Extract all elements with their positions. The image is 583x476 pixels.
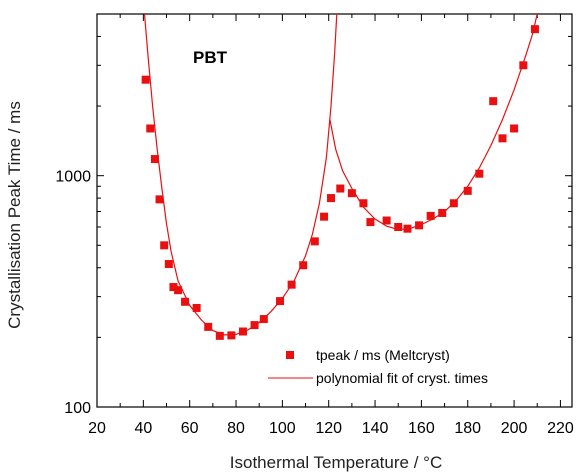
data-point	[394, 223, 403, 232]
y-tick-label: 1000	[55, 169, 91, 186]
x-tick-label: 160	[408, 420, 435, 437]
data-point	[415, 221, 424, 230]
data-point	[238, 327, 247, 336]
data-point	[366, 218, 375, 227]
x-tick-label: 80	[227, 420, 245, 437]
y-tick-label: 100	[64, 400, 91, 417]
x-tick-label: 40	[134, 420, 152, 437]
data-point	[336, 184, 345, 193]
x-tick-label: 100	[269, 420, 296, 437]
data-point	[155, 195, 164, 204]
data-point	[250, 321, 259, 330]
data-point	[359, 199, 368, 208]
data-point	[160, 241, 169, 250]
data-point	[141, 75, 150, 84]
data-point	[310, 237, 319, 246]
x-tick-label: 60	[181, 420, 199, 437]
data-point	[530, 25, 539, 34]
data-point	[169, 283, 178, 292]
data-point	[475, 169, 484, 178]
data-point	[498, 134, 507, 143]
data-point	[320, 212, 329, 221]
x-tick-label: 140	[362, 420, 389, 437]
x-tick-label: 20	[88, 420, 106, 437]
data-point	[347, 189, 356, 198]
x-axis-ticks: 20 40 60 80 100 120 140 160 180 200 220	[88, 14, 574, 437]
legend: tpeak / ms (Meltcryst) polynomial fit of…	[268, 347, 488, 386]
data-point	[276, 297, 285, 306]
y-axis-ticks: 100 1000	[55, 13, 572, 417]
data-point	[215, 331, 224, 340]
data-point	[204, 322, 213, 331]
data-point	[519, 61, 528, 70]
x-tick-label: 220	[547, 420, 574, 437]
data-point	[150, 155, 159, 164]
data-point	[426, 211, 435, 220]
y-axis-title: Crystallisation Peak Time / ms	[5, 101, 24, 329]
fit-line	[143, 13, 338, 336]
data-point	[299, 261, 308, 270]
x-tick-label: 180	[454, 420, 481, 437]
legend-marker-swatch	[286, 351, 294, 359]
data-point	[382, 216, 391, 225]
data-point	[227, 331, 236, 340]
data-point	[403, 224, 412, 233]
data-point	[327, 194, 336, 203]
legend-label-scatter: tpeak / ms (Meltcryst)	[316, 347, 450, 363]
data-point	[164, 260, 173, 269]
data-point	[489, 97, 498, 106]
fit-line	[329, 13, 538, 231]
data-point	[287, 280, 296, 289]
data-point	[449, 199, 458, 208]
data-point	[146, 124, 155, 133]
data-point	[192, 303, 201, 312]
data-point	[510, 124, 519, 133]
data-point	[174, 286, 183, 295]
x-axis-title: Isothermal Temperature / °C	[230, 453, 442, 472]
x-tick-label: 200	[501, 420, 528, 437]
data-point	[181, 297, 190, 306]
data-point	[463, 186, 472, 195]
plot-frame	[96, 13, 573, 408]
chart-annotation: PBT	[193, 48, 228, 67]
legend-label-fit: polynomial fit of cryst. times	[316, 370, 488, 386]
data-point	[438, 208, 447, 217]
data-point	[259, 315, 268, 324]
data-markers	[141, 25, 539, 340]
x-tick-label: 120	[315, 420, 342, 437]
